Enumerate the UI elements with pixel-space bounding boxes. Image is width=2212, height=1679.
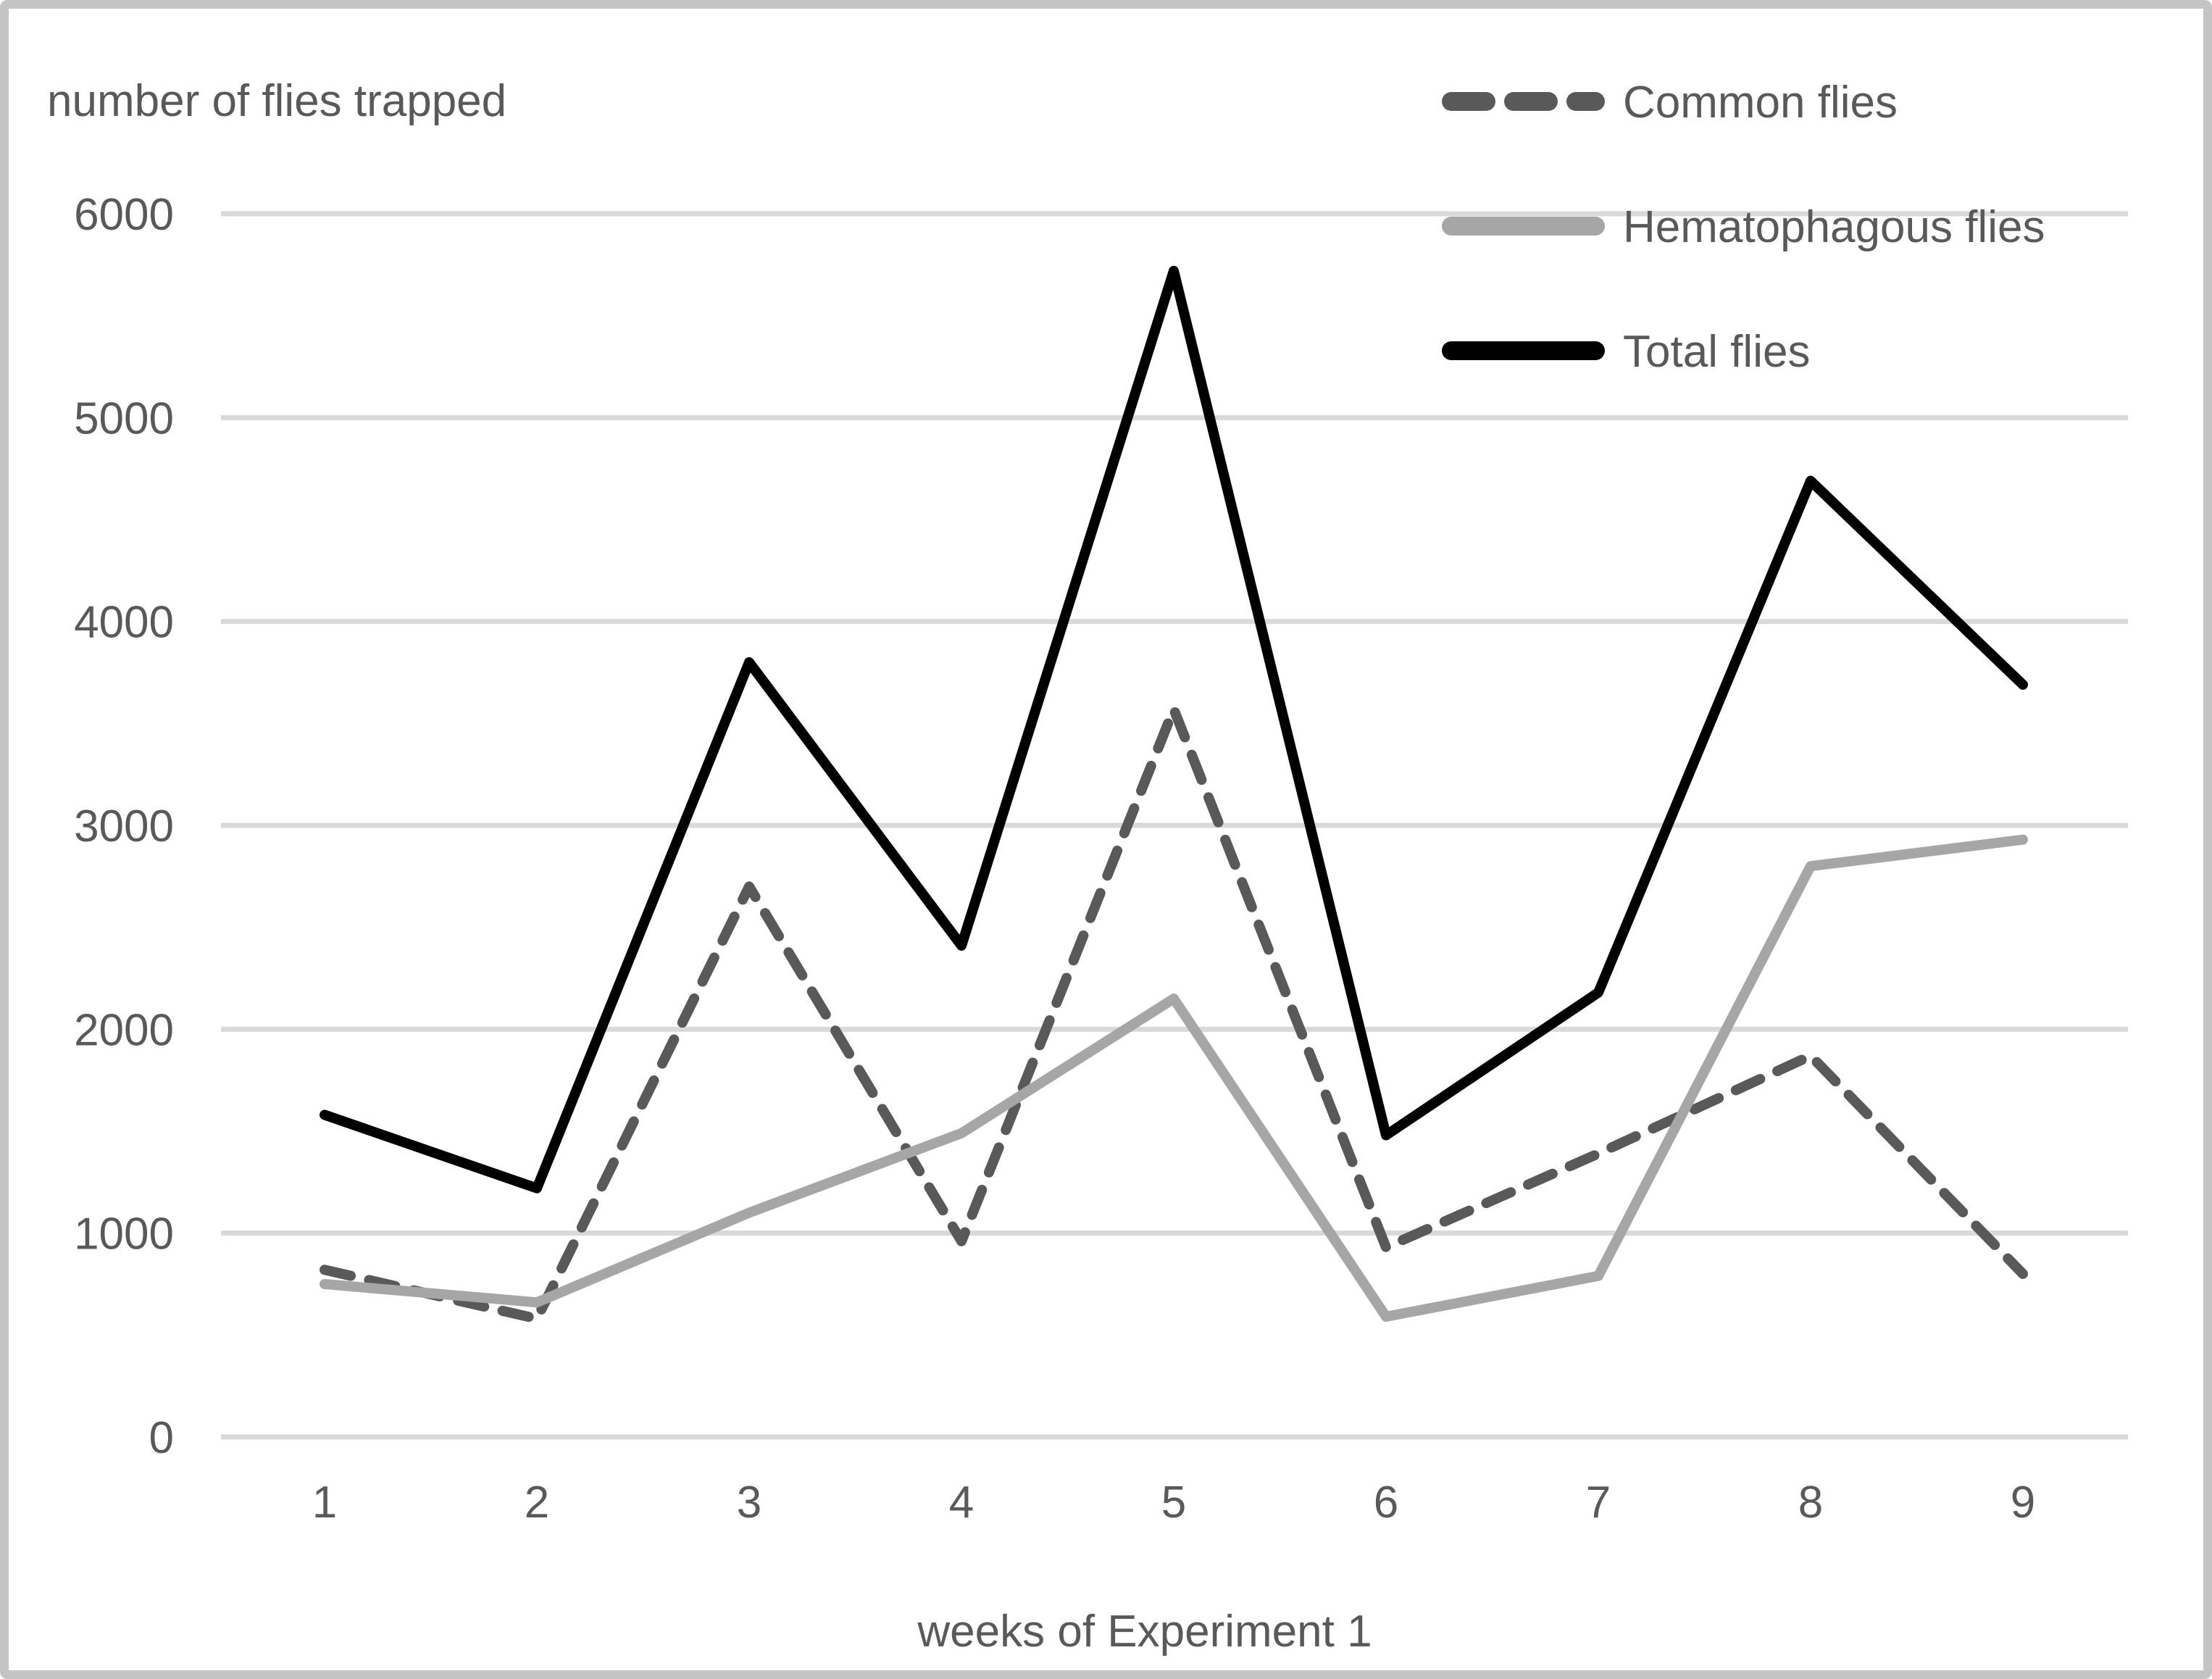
legend-item-hematophagous-flies: Hematophagous flies: [1442, 202, 2045, 252]
y-axis-tick-labels: 0 1000 2000 3000 4000 5000 6000: [74, 190, 174, 1463]
x-axis-title: weeks of Experiment 1: [917, 1607, 1372, 1657]
y-axis-title: number of flies trapped: [47, 76, 506, 126]
x-tick-label: 8: [1798, 1478, 1823, 1528]
series-line-common-flies: [320, 704, 2028, 1324]
gridlines: [221, 211, 2128, 1440]
legend: Common flies Hematophagous flies Total f…: [1442, 78, 2045, 377]
x-tick-label: 5: [1161, 1478, 1186, 1528]
x-tick-label: 1: [312, 1478, 337, 1528]
series-line-total-flies: [320, 265, 2028, 1193]
x-tick-label: 6: [1374, 1478, 1398, 1528]
y-tick-label: 0: [149, 1413, 174, 1463]
y-tick-label: 2000: [74, 1005, 174, 1055]
legend-label: Hematophagous flies: [1623, 202, 2045, 252]
series-lines: [320, 265, 2028, 1324]
x-tick-label: 3: [737, 1478, 761, 1528]
x-tick-label: 9: [2011, 1478, 2035, 1528]
x-tick-label: 2: [525, 1478, 549, 1528]
legend-label: Total flies: [1623, 327, 1810, 377]
x-tick-label: 7: [1586, 1478, 1611, 1528]
legend-item-common-flies: Common flies: [1442, 78, 1898, 128]
x-tick-label: 4: [949, 1478, 974, 1528]
legend-label: Common flies: [1623, 78, 1898, 128]
series-line-hematophagous-flies: [320, 834, 2028, 1322]
y-tick-label: 1000: [74, 1209, 174, 1259]
legend-item-total-flies: Total flies: [1442, 327, 1810, 377]
x-axis-tick-labels: 1 2 3 4 5 6 7 8 9: [312, 1478, 2035, 1528]
y-tick-label: 3000: [74, 801, 174, 851]
y-tick-label: 5000: [74, 393, 174, 443]
y-tick-label: 6000: [74, 190, 174, 240]
y-tick-label: 4000: [74, 598, 174, 648]
